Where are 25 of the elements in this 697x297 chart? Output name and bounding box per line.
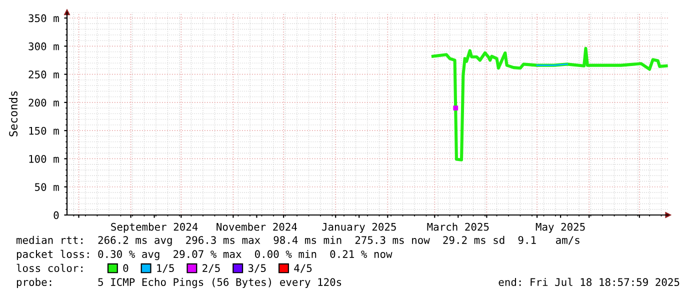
x-tick-label: November 2024 <box>216 222 297 231</box>
legend-title: loss color: <box>16 264 82 272</box>
y-tick-label: 150 m <box>29 126 59 135</box>
text: probe: 5 ICMP Echo Pings (56 Bytes) every 120s <box>16 278 342 288</box>
y-tick-label: 250 m <box>28 70 59 78</box>
y-axis-title: Seconds <box>8 91 18 136</box>
legend-label: 0 <box>123 264 128 272</box>
y-tick-label: 50 m <box>35 183 59 191</box>
y-tick-label: 0 <box>54 211 59 220</box>
legend-label: 4/5 <box>294 264 312 273</box>
y-tick-label: 350 m <box>28 14 59 22</box>
legend-label: 3/5 <box>248 264 266 273</box>
text: end: Fri Jul 18 18:57:59 2025 <box>498 278 680 286</box>
x-tick-label: May 2025 <box>536 222 585 233</box>
x-tick-label: January 2025 <box>322 222 396 233</box>
y-tick-label: 300 m <box>28 42 59 50</box>
y-tick-label: 200 m <box>28 98 59 107</box>
text: packet loss: 0.30 % avg 29.07 % max 0.00 % min 0.21 % now <box>16 250 392 260</box>
legend-label: 2/5 <box>202 264 220 273</box>
line-series <box>431 46 668 162</box>
legend-label: 1/5 <box>157 264 174 273</box>
text: median rtt: 266.2 ms avg 296.3 ms max 98.4 ms min 275.3 ms now 29.2 ms sd 9.1 am/s <box>16 236 580 246</box>
x-tick-label: March 2025 <box>427 222 489 231</box>
x-tick-label: September 2024 <box>111 222 198 233</box>
y-tick-label: 100 m <box>29 154 59 163</box>
